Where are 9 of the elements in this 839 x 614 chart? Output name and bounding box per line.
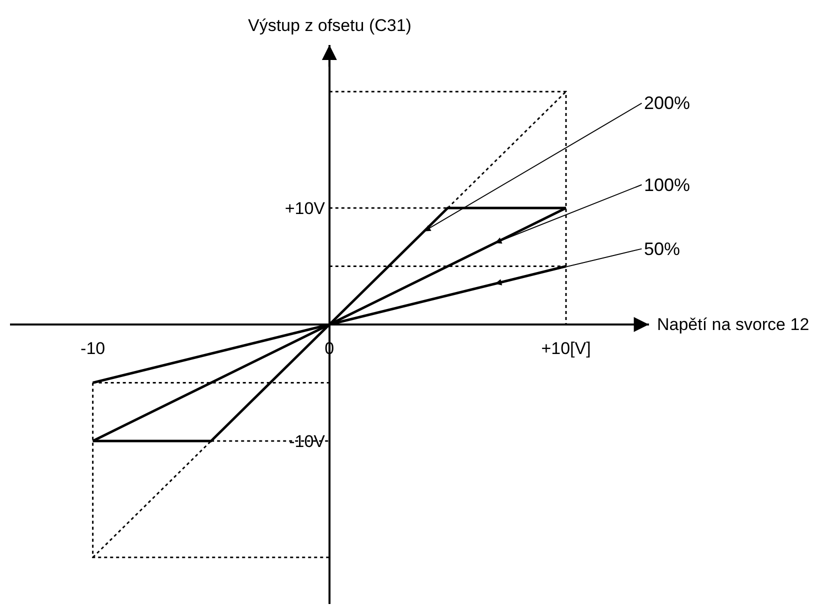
text: 100% [644,175,690,195]
y-axis-title: Výstup z ofsetu (C31) [248,16,412,35]
text: 200% [644,93,690,113]
text: 50% [644,239,680,259]
y-tick-label: -10V [289,432,326,451]
x-tick-label: -10 [80,338,106,358]
y-tick-label: +10V [284,198,326,218]
x-axis-title: Napětí na svorce 12 [657,315,810,334]
x-tick-label: +10[V] [541,338,591,358]
